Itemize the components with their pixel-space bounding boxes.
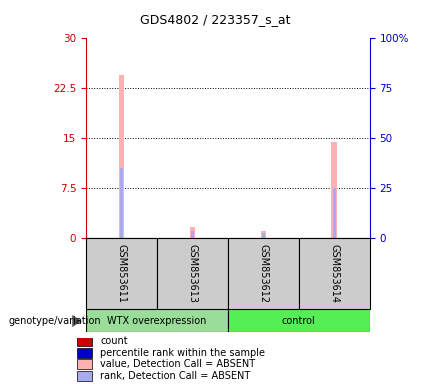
Bar	[86, 238, 157, 309]
Text: control: control	[282, 316, 316, 326]
Text: genotype/variation: genotype/variation	[9, 316, 101, 326]
Bar	[77, 336, 92, 346]
Bar	[157, 238, 228, 309]
Text: count: count	[100, 336, 128, 346]
Bar	[228, 309, 370, 332]
Bar	[120, 168, 123, 238]
Bar	[190, 232, 194, 238]
Bar	[119, 75, 124, 238]
Bar	[299, 238, 370, 309]
Text: GDS4802 / 223357_s_at: GDS4802 / 223357_s_at	[140, 13, 290, 26]
Bar	[332, 142, 337, 238]
Text: GSM853614: GSM853614	[329, 244, 339, 303]
Bar	[190, 227, 195, 238]
Text: percentile rank within the sample: percentile rank within the sample	[100, 348, 265, 358]
Text: GSM853612: GSM853612	[258, 244, 268, 303]
Bar	[86, 309, 228, 332]
Polygon shape	[72, 315, 82, 327]
Bar	[77, 359, 92, 369]
Bar	[261, 231, 266, 238]
Bar	[77, 348, 92, 358]
Bar	[332, 188, 336, 238]
Text: GSM853613: GSM853613	[187, 244, 197, 303]
Bar	[77, 371, 92, 381]
Text: value, Detection Call = ABSENT: value, Detection Call = ABSENT	[100, 359, 255, 369]
Text: WTX overexpression: WTX overexpression	[107, 316, 207, 326]
Text: rank, Detection Call = ABSENT: rank, Detection Call = ABSENT	[100, 371, 251, 381]
Text: GSM853611: GSM853611	[117, 244, 126, 303]
Bar	[228, 238, 299, 309]
Bar	[261, 233, 265, 238]
